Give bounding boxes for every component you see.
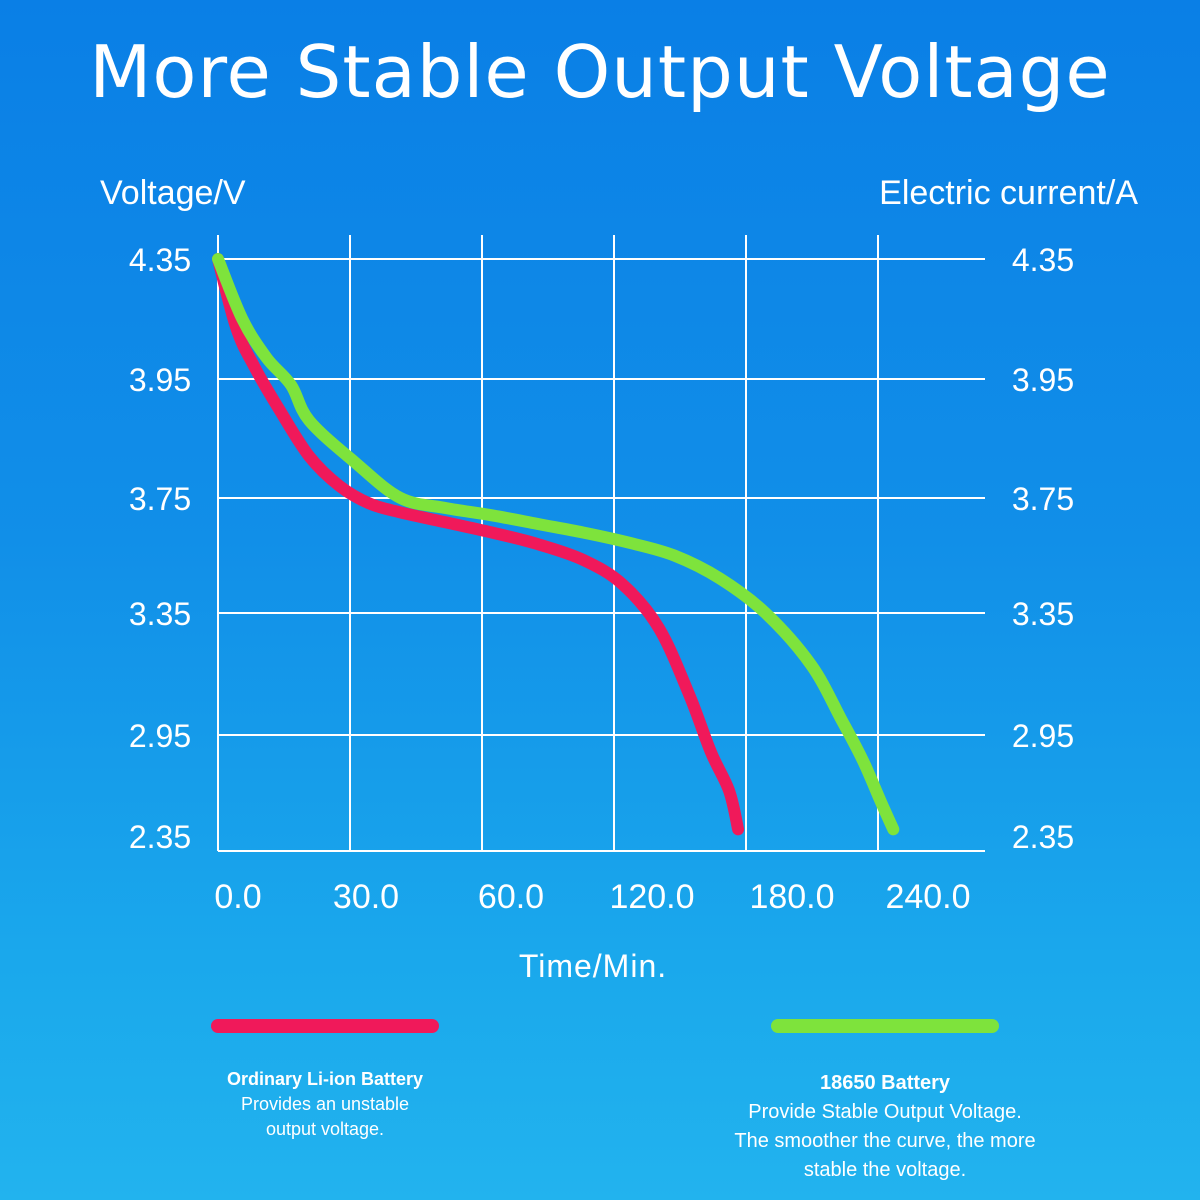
y-tick-label: 3.75 — [129, 481, 191, 517]
grid — [217, 235, 985, 852]
y-axis-title: Voltage/V — [100, 174, 246, 212]
x-tick-label: 120.0 — [609, 878, 694, 916]
legend-18650-swatch — [771, 1019, 999, 1033]
y-tick-label: 2.35 — [129, 819, 191, 855]
x-tick-label: 60.0 — [478, 878, 544, 916]
y-axis-right-title: Electric current/A — [879, 174, 1138, 212]
y-right-tick-label: 2.35 — [1012, 819, 1074, 855]
legend-ordinary-name: Ordinary Li-ion Battery — [226, 1069, 424, 1089]
y-tick-label: 2.95 — [129, 718, 191, 754]
legend-ordinary-swatch — [211, 1019, 439, 1033]
x-tick-labels: 0.0 30.0 60.0 120.0 180.0 240.0 — [214, 878, 970, 916]
series-lines — [212, 253, 900, 836]
legend-18650-name: 18650 Battery — [819, 1072, 951, 1094]
y-right-tick-label: 3.95 — [1012, 362, 1074, 398]
x-axis-title: Time/Min. — [518, 948, 668, 984]
x-tick-label: 180.0 — [749, 878, 834, 916]
y-right-tick-label: 3.75 — [1012, 481, 1074, 517]
legend-18650: 18650 Battery Provide Stable Output Volt… — [700, 1019, 1070, 1185]
y-tick-label: 3.95 — [129, 362, 191, 398]
series-line-18650 — [212, 253, 900, 836]
y-right-tick-label: 2.95 — [1012, 718, 1074, 754]
y-tick-label: 4.35 — [129, 242, 191, 278]
page-title: More Stable Output Voltage — [89, 30, 1111, 114]
x-tick-label: 0.0 — [214, 878, 261, 916]
y-tick-labels: 4.35 3.95 3.75 3.35 2.95 2.35 4.35 3.95 3.75 3.35… — [129, 242, 1074, 855]
x-tick-label: 30.0 — [333, 878, 399, 916]
y-tick-label: 3.35 — [129, 596, 191, 632]
legend-18650-line-3: stable the voltage. — [803, 1159, 967, 1181]
y-right-tick-label: 4.35 — [1012, 242, 1074, 278]
legend-18650-line-2: The smoother the curve, the more — [734, 1130, 1036, 1152]
x-tick-label: 240.0 — [885, 878, 970, 916]
legend-ordinary-line-2: output voltage. — [265, 1119, 385, 1139]
series-line-ordinary — [212, 253, 745, 836]
legend-18650-line-1: Provide Stable Output Voltage. — [748, 1101, 1022, 1123]
legend-ordinary-line-1: Provides an unstable — [240, 1094, 410, 1114]
y-right-tick-label: 3.35 — [1012, 596, 1074, 632]
legend-ordinary: Ordinary Li-ion Battery Provides an unst… — [200, 1019, 450, 1142]
